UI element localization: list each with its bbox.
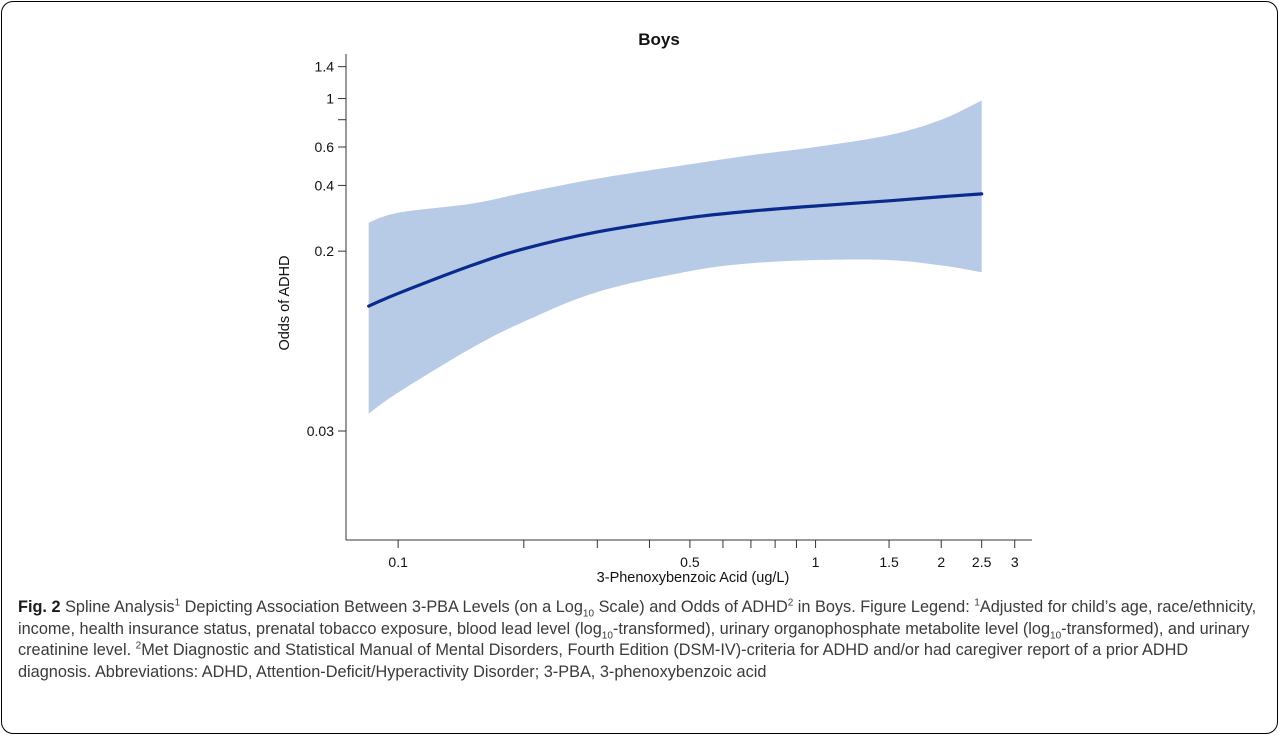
spline-estimate-line (367, 192, 984, 308)
y-tick-label: 0.4 (315, 177, 335, 193)
x-axis-label: 3-Phenoxybenzoic Acid (ug/L) (597, 570, 790, 586)
footnote-marker-2b: 2 (135, 640, 142, 652)
y-tick-label: 0.6 (315, 139, 335, 155)
x-tick-label: 2 (937, 554, 945, 570)
caption-title-1: Spline Analysis (65, 598, 175, 616)
y-tick-label: 1.4 (315, 59, 335, 75)
plot-area: 0.03 0.2 0.4 0.6 1 1.4 0.1 0.5 1 1.5 2 2.5 3 (307, 54, 1032, 570)
figure-caption: Fig. 2 Spline Analysis1 Depicting Associ… (18, 597, 1264, 683)
x-tick-label: 1 (812, 554, 820, 570)
spline-chart: 0.03 0.2 0.4 0.6 1 1.4 0.1 0.5 1 1.5 2 2.5 3 Boys 3-… (277, 30, 1032, 586)
x-tick-label: 0.1 (388, 554, 408, 570)
y-tick-label: 0.03 (307, 423, 334, 439)
x-tick-label: 2.5 (972, 554, 992, 570)
subscript-10b: 10 (601, 629, 613, 641)
confidence-band (368, 100, 982, 414)
x-tick-label: 0.5 (680, 554, 700, 570)
subscript-10: 10 (582, 608, 595, 620)
figure-label: Fig. 2 (18, 598, 61, 616)
caption-legend-1: Adjusted for child’s age, race/ethnicity… (18, 598, 1257, 638)
footnote-marker-1b: 1 (974, 597, 980, 609)
caption-title-2: Depicting Association Between 3-PBA Leve… (184, 598, 583, 616)
caption-title-3: Scale) and Odds of ADHD (598, 598, 788, 616)
chart-title: Boys (638, 30, 680, 49)
footnote-marker-2: 2 (787, 597, 794, 609)
x-tick-label: 1.5 (879, 554, 899, 570)
y-tick-label: 0.2 (315, 243, 335, 259)
caption-title-4: in Boys. Figure Legend: (797, 598, 970, 616)
caption-legend-3: -transformed), and urinary creatinine le… (18, 619, 1250, 660)
caption-legend-4: Met Diagnostic and Statistical Manual of… (18, 641, 1189, 681)
y-axis-label: Odds of ADHD (277, 255, 293, 350)
y-tick-label: 1 (326, 91, 334, 107)
footnote-marker-1: 1 (174, 597, 181, 609)
caption-legend-2: -transformed), urinary organophosphate m… (612, 619, 1051, 638)
subscript-10c: 10 (1050, 629, 1062, 641)
x-tick-label: 3 (1011, 554, 1019, 570)
